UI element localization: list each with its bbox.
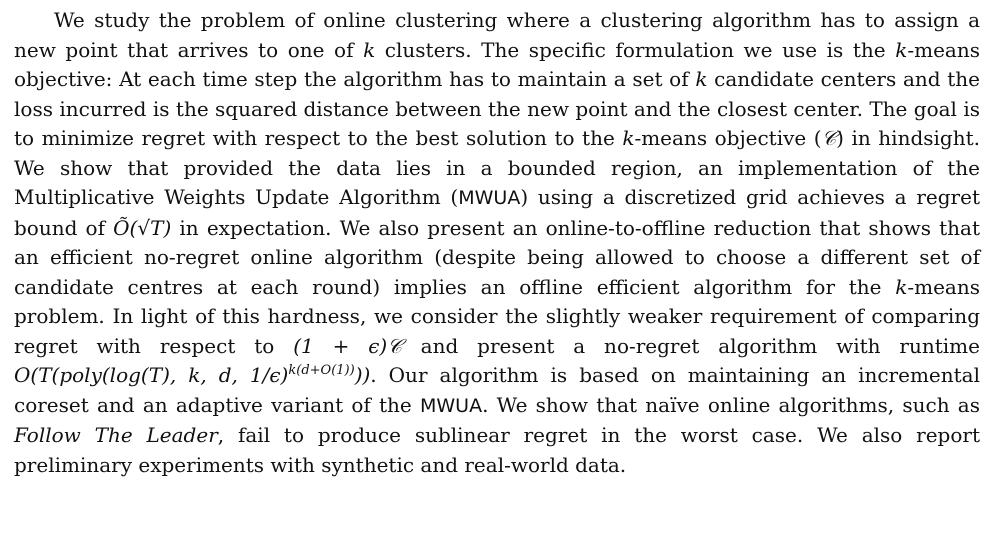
abstract-text-8: in expectation. We also present an onlin… xyxy=(14,215,980,299)
var-k: k xyxy=(695,67,708,91)
abstract-text-10: and present a no-regret algorithm with r… xyxy=(401,333,980,358)
var-k: k xyxy=(363,37,376,62)
approx-objective: (1 + ϵ)𝒞 xyxy=(293,333,402,358)
abstract-text-7: ) using a discretized grid achieves a re… xyxy=(14,185,980,240)
runtime-close: )) xyxy=(354,363,371,387)
runtime-base: O(T(poly(log(T), k, d, 1/ϵ) xyxy=(14,363,289,387)
mwua-acronym: MWUA xyxy=(420,394,483,417)
abstract: We study the problem of online clusterin… xyxy=(14,6,980,480)
runtime-exponent: k(d+O(1)) xyxy=(288,363,355,378)
abstract-text-4: candidate centers and the loss incurred … xyxy=(14,67,980,150)
runtime-formula: O(T(poly(log(T), k, d, 1/ϵ)k(d+O(1)))) xyxy=(14,363,370,387)
abstract-text-1: We study the problem of online clusterin… xyxy=(14,8,980,62)
mwua-acronym: MWUA xyxy=(458,187,521,209)
abstract-text-5: -means objective ( xyxy=(634,126,822,150)
var-k: k xyxy=(895,274,908,299)
regret-bound: Õ(√T) xyxy=(113,215,172,240)
abstract-text-13: , fail to produce sublinear regret in th… xyxy=(14,423,980,477)
abstract-text-11: . Our algorithm is based on maintaining … xyxy=(14,363,980,417)
abstract-text-3: -means objective: At each time step the … xyxy=(14,37,980,92)
abstract-text-6: ) in hindsight. We show that provided th… xyxy=(14,126,980,209)
var-k: k xyxy=(895,37,908,62)
follow-the-leader: Follow The Leader xyxy=(14,423,218,447)
abstract-text-2: clusters. The specific formulation we us… xyxy=(375,37,896,62)
abstract-text-12: . We show that naïve online algorithms, … xyxy=(482,392,980,417)
abstract-text-9: -means problem. In light of this hardnes… xyxy=(14,274,980,358)
abstract-paragraph: We study the problem of online clusterin… xyxy=(14,6,980,480)
var-k: k xyxy=(622,126,635,150)
objective-symbol: 𝒞 xyxy=(821,126,837,150)
